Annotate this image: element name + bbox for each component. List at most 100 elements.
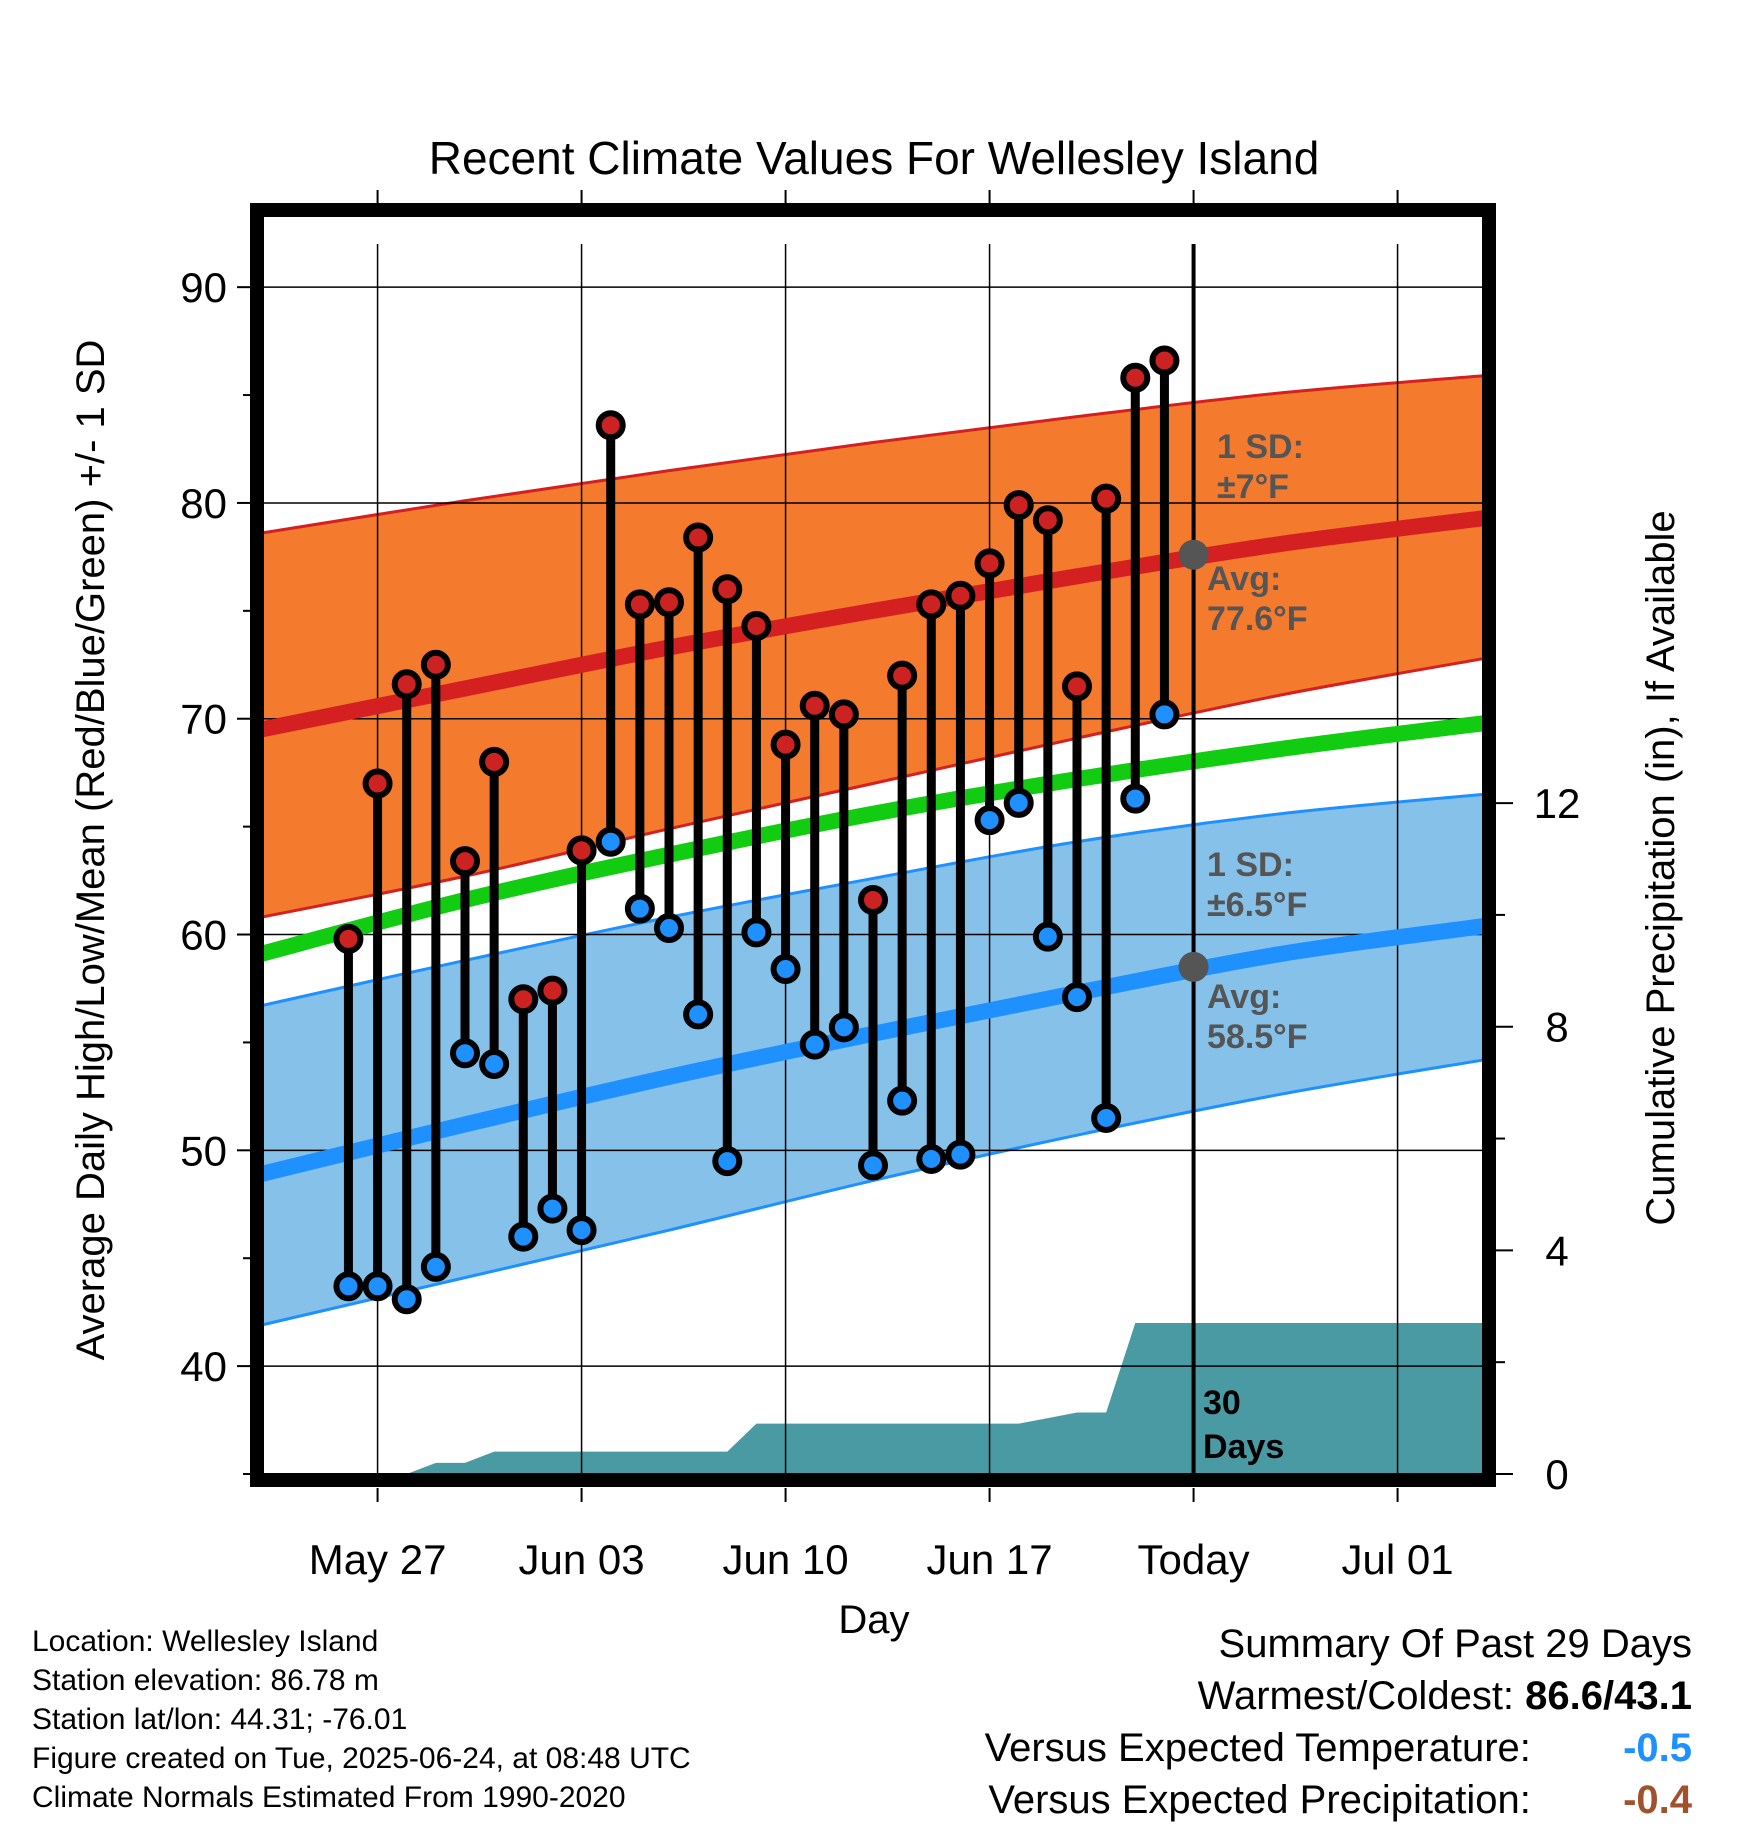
y2-tick-label: 8 (1545, 1004, 1568, 1051)
warmest-label: Warmest/Coldest: (1197, 1674, 1515, 1718)
daily-low-point (566, 1215, 597, 1246)
plot-area: 1 SD: ±7°F Avg: 77.6°F 1 SD: ±6.5°F Avg: 58.5°F… (180, 190, 1580, 1583)
daily-high-point (1003, 490, 1034, 521)
high-sd-annotation: 1 SD: ±7°F (1217, 428, 1304, 506)
daily-high-point (362, 768, 393, 799)
daily-low-point (1003, 787, 1034, 818)
x-tick-label: Jul 01 (1342, 1536, 1454, 1583)
x-tick-label: May 27 (309, 1536, 447, 1583)
plot-frame (250, 203, 1496, 1487)
daily-low-point (420, 1251, 451, 1282)
daily-low-point (712, 1146, 743, 1177)
y2-tick-label: 12 (1534, 780, 1581, 827)
daily-low-point (770, 954, 801, 985)
precip-value: -0.4 (1623, 1778, 1692, 1822)
low-sd-annotation: 1 SD: ±6.5°F (1207, 846, 1307, 924)
summary-heading: Summary Of Past 29 Days (1218, 1622, 1692, 1666)
daily-high-point (391, 669, 422, 700)
daily-high-point (741, 610, 772, 641)
y2-tick-label: 0 (1545, 1451, 1568, 1498)
chart-title: Recent Climate Values For Wellesley Isla… (429, 132, 1320, 184)
y2-tick-label: 4 (1545, 1227, 1568, 1274)
low-avg-marker (1178, 951, 1209, 982)
y-tick-label: 90 (180, 264, 227, 311)
info-elevation: Station elevation: 86.78 m (32, 1664, 379, 1697)
info-created: Figure created on Tue, 2025-06-24, at 08… (32, 1742, 691, 1775)
precipitation-area (261, 1323, 1485, 1474)
warmest-value: 86.6/43.1 (1525, 1674, 1692, 1718)
daily-high-point (887, 660, 918, 691)
daily-high-point (1120, 362, 1151, 393)
temp-value: -0.5 (1623, 1726, 1692, 1770)
daily-high-point (1091, 483, 1122, 514)
high-upper-edge (260, 374, 1486, 535)
summary-warmest-row: Warmest/Coldest: 86.6/43.1 (792, 1670, 1692, 1722)
summary-precip-row: Versus Expected Precipitation: -0.4 (792, 1774, 1692, 1826)
high-sd-band (261, 375, 1485, 918)
info-normals: Climate Normals Estimated From 1990-2020 (32, 1781, 626, 1814)
daily-low-point (1062, 982, 1092, 1013)
daily-low-point (508, 1221, 539, 1252)
daily-low-point (799, 1029, 830, 1060)
today-days-label: 30 Days (1203, 1384, 1284, 1466)
summary-temp-row: Versus Expected Temperature: -0.5 (792, 1722, 1692, 1774)
precip-label: Versus Expected Precipitation: (988, 1778, 1531, 1822)
daily-high-point (479, 746, 510, 777)
daily-high-point (945, 580, 976, 611)
daily-low-point (1091, 1102, 1122, 1133)
daily-low-point (1032, 921, 1063, 952)
daily-high-point (828, 699, 859, 730)
x-tick-label: Jun 17 (927, 1536, 1053, 1583)
daily-high-point (450, 846, 480, 877)
summary-panel: Summary Of Past 29 Days Warmest/Coldest:… (792, 1618, 1692, 1826)
daily-low-point (974, 805, 1005, 836)
daily-low-point (945, 1139, 976, 1170)
low-lower-edge (260, 1058, 1486, 1327)
x-tick-label: Jun 10 (723, 1536, 849, 1583)
daily-low-point (858, 1150, 888, 1181)
daily-low-point (391, 1284, 422, 1315)
x-tick-label: Today (1138, 1536, 1250, 1583)
daily-high-point (333, 923, 364, 954)
y-tick-label: 70 (180, 696, 227, 743)
high-avg-annotation: Avg: 77.6°F (1207, 560, 1308, 638)
daily-high-point (537, 975, 568, 1006)
y2-axis-label: Cumulative Precipitation (in), If Availa… (1639, 510, 1683, 1225)
x-tick-label: Jun 03 (519, 1536, 645, 1583)
low-avg-annotation: Avg: 58.5°F (1207, 978, 1308, 1056)
y-tick-label: 40 (180, 1343, 227, 1390)
daily-low-point (1149, 699, 1180, 730)
daily-low-point (916, 1143, 947, 1174)
daily-low-point (624, 893, 655, 924)
daily-high-point (1062, 671, 1092, 702)
daily-high-point (974, 548, 1005, 579)
daily-low-point (362, 1271, 393, 1302)
daily-high-point (1032, 505, 1063, 536)
daily-high-point (770, 729, 801, 760)
daily-low-point (828, 1012, 859, 1043)
station-info: Location: Wellesley Island Station eleva… (32, 1622, 691, 1817)
high-avg-marker (1178, 539, 1209, 570)
daily-high-point (916, 589, 947, 620)
daily-high-point (712, 574, 743, 605)
daily-high-point (799, 690, 830, 721)
y-tick-label: 50 (180, 1127, 227, 1174)
daily-low-point (654, 913, 684, 944)
daily-low-point (683, 999, 714, 1030)
daily-low-point (479, 1049, 510, 1079)
daily-high-point (683, 522, 714, 553)
daily-high-point (420, 649, 451, 680)
daily-low-point (1120, 783, 1151, 814)
daily-high-point (508, 984, 539, 1015)
daily-low-point (333, 1271, 364, 1302)
x-axis-label: Day (838, 1598, 909, 1642)
daily-low-point (741, 917, 772, 948)
high-normal-line (261, 510, 1485, 738)
y-axis-label: Average Daily High/Low/Mean (Red/Blue/Gr… (69, 340, 113, 1361)
daily-high-point (654, 587, 684, 618)
y-tick-label: 80 (180, 480, 227, 527)
daily-high-point (858, 885, 888, 915)
daily-high-point (1149, 345, 1180, 376)
daily-low-point (450, 1038, 480, 1069)
